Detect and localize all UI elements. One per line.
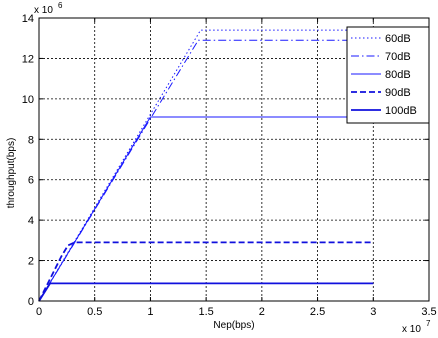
y-multiplier-base: x 10 <box>34 5 53 16</box>
y-tick-label: 6 <box>28 175 34 187</box>
x-tick-label: 3.5 <box>421 306 436 318</box>
x-multiplier: x 10 7 <box>402 319 431 335</box>
x-tick-label: 3 <box>370 306 376 318</box>
ticks: 0 0.5 1 1.5 2 2.5 3 3.5 0 2 4 6 8 10 12 14 <box>22 13 437 318</box>
legend-box <box>346 26 430 124</box>
x-tick-label: 1.5 <box>198 306 213 318</box>
x-multiplier-base: x 10 <box>402 324 421 335</box>
legend-label-90dB: 90dB <box>385 87 411 99</box>
y-axis-label: throughput(bps) <box>6 138 17 209</box>
y-tick-label: 10 <box>22 94 34 106</box>
y-multiplier-exponent: 6 <box>58 1 63 10</box>
y-tick-label: 2 <box>28 256 34 268</box>
y-multiplier: x 10 6 <box>34 1 63 16</box>
x-tick-label: 2 <box>259 306 265 318</box>
y-tick-label: 12 <box>22 53 34 65</box>
legend-label-100dB: 100dB <box>385 105 417 117</box>
legend-label-70dB: 70dB <box>385 51 411 63</box>
legend-label-80dB: 80dB <box>385 69 411 81</box>
y-tick-label: 14 <box>22 13 34 25</box>
x-multiplier-exponent: 7 <box>426 319 431 328</box>
series-line-60dB <box>38 29 374 302</box>
legend: 60dB 70dB 80dB 90dB 100dB <box>346 26 430 124</box>
plot-frame <box>38 17 430 302</box>
series-line-70dB <box>38 39 374 302</box>
x-tick-label: 0.5 <box>87 306 102 318</box>
series-line-100dB <box>38 282 374 302</box>
x-tick-label: 1 <box>147 306 153 318</box>
x-tick-label: 2.5 <box>310 306 325 318</box>
x-tick-label: 0 <box>36 306 42 318</box>
x-axis-label: Nep(bps) <box>213 320 254 331</box>
y-tick-label: 8 <box>28 134 34 146</box>
series-line-80dB <box>38 116 374 302</box>
series-layer <box>38 29 374 302</box>
y-tick-label: 0 <box>28 296 34 308</box>
legend-label-60dB: 60dB <box>385 33 411 45</box>
y-tick-label: 4 <box>28 215 34 227</box>
